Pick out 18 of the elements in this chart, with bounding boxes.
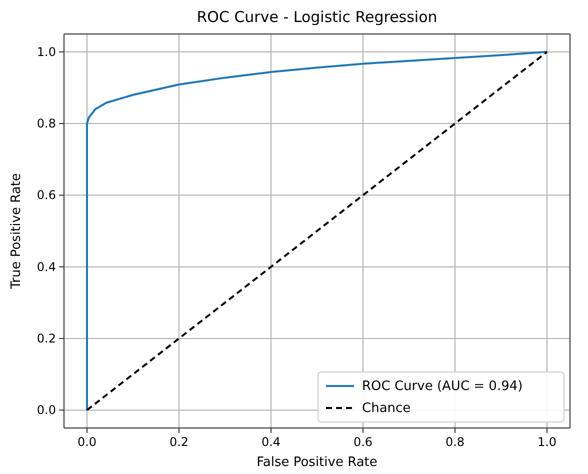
y-tick-label: 1.0 [36,44,56,59]
y-tick-label: 0.2 [36,331,56,346]
y-tick-label: 0.4 [36,260,56,274]
legend-label: ROC Curve (AUC = 0.94) [362,379,523,394]
y-tick-label: 0.8 [36,116,56,131]
y-tick-label: 0.6 [36,188,56,202]
y-tick-label: 0.0 [36,403,56,418]
x-tick-label: 0.4 [261,435,281,449]
x-tick-label: 0.2 [169,435,189,449]
legend-label: Chance [362,401,411,416]
y-axis-title: True Positive Rate [9,173,24,290]
x-tick-label: 0.0 [77,435,97,449]
x-tick-label: 1.0 [537,435,557,449]
x-tick-label: 0.8 [445,435,465,449]
x-axis-title: False Positive Rate [256,455,378,470]
x-tick-label: 0.6 [353,435,373,449]
line-series [86,50,548,412]
chart-title: ROC Curve - Logistic Regression [196,8,438,26]
